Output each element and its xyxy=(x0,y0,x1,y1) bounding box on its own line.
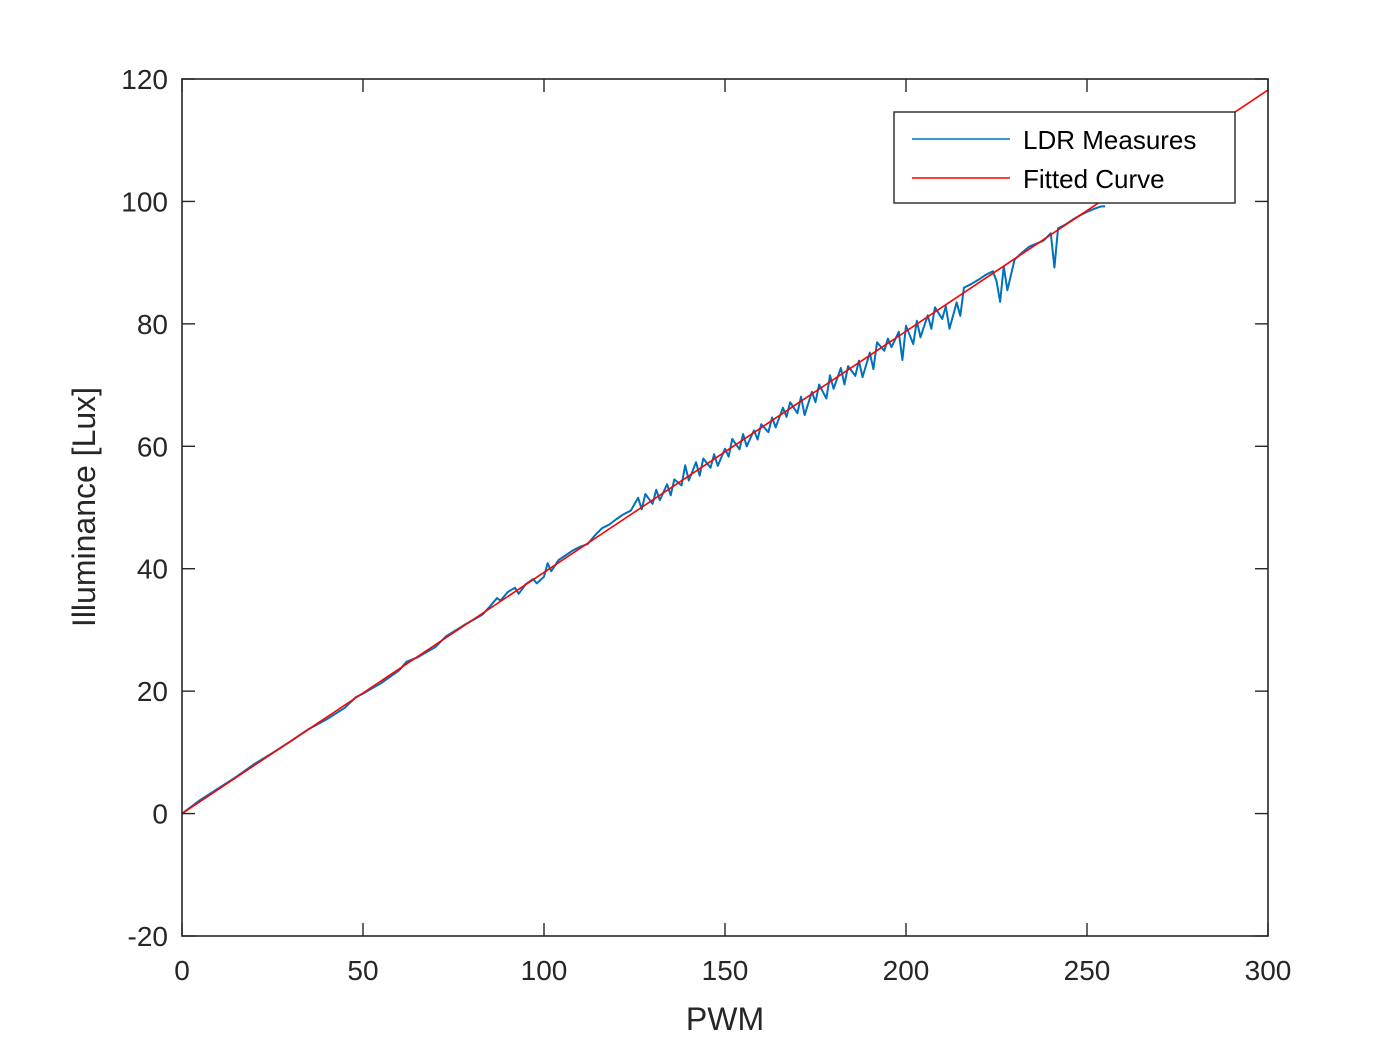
y-tick-label: 20 xyxy=(137,676,168,707)
y-tick-label: 80 xyxy=(137,309,168,340)
y-tick-label: 120 xyxy=(121,64,168,95)
legend: LDR Measures Fitted Curve xyxy=(893,111,1236,204)
series-line-ldr-measures xyxy=(182,205,1106,815)
y-tick-label: 40 xyxy=(137,554,168,585)
x-tick-label: 50 xyxy=(347,955,378,986)
axes-box xyxy=(181,78,1269,937)
x-tick-label: 300 xyxy=(1245,955,1292,986)
y-tick-label: -20 xyxy=(128,921,168,952)
legend-label-ldr-measures: LDR Measures xyxy=(1023,125,1196,155)
legend-label-fitted-curve: Fitted Curve xyxy=(1023,164,1165,194)
x-tick-label: 250 xyxy=(1064,955,1111,986)
legend-box xyxy=(893,111,1236,204)
x-tick-label: 200 xyxy=(883,955,930,986)
x-tick-label: 100 xyxy=(521,955,568,986)
x-axis-label: PWM xyxy=(686,1001,764,1037)
y-axis-label: Illuminance [Lux] xyxy=(66,387,102,627)
plot-lines xyxy=(182,89,1268,815)
x-tick-label: 150 xyxy=(702,955,749,986)
plot-area xyxy=(182,79,1268,936)
y-tick-label: 0 xyxy=(152,799,168,830)
y-tick-label: 100 xyxy=(121,186,168,217)
y-tick-label: 60 xyxy=(137,431,168,462)
x-tick-label: 0 xyxy=(174,955,190,986)
series-line-fitted-curve xyxy=(182,89,1268,815)
